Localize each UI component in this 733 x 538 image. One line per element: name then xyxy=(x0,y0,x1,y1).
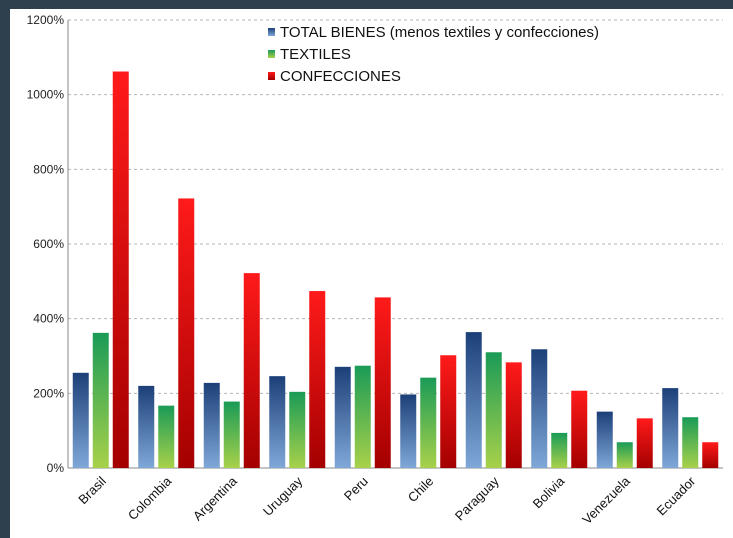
bar-confecciones-chile xyxy=(440,355,457,468)
bar-confecciones-bolivia xyxy=(571,390,588,468)
bar-textiles-colombia xyxy=(158,405,175,468)
bar-textiles-venezuela xyxy=(616,442,633,468)
bar-confecciones-venezuela xyxy=(636,418,653,468)
bar-confecciones-argentina xyxy=(243,273,260,468)
bar-textiles-bolivia xyxy=(551,432,568,468)
bar-textiles-paraguay xyxy=(485,352,502,468)
bar-total-peru xyxy=(334,366,351,468)
bar-textiles-ecuador xyxy=(682,417,699,468)
bar-chart: 0% 200% 400% 600% 800% 1000% 1200% Brasil Colomb… xyxy=(27,13,723,527)
bar-total-brasil xyxy=(72,372,89,468)
legend-label: TOTAL BIENES (menos textiles y confeccio… xyxy=(280,24,599,41)
chart-panel: 0% 200% 400% 600% 800% 1000% 1200% Brasil Colomb… xyxy=(10,9,733,538)
x-tick-label: Ecuador xyxy=(654,473,699,518)
x-tick-label: Brasil xyxy=(75,473,109,507)
y-tick-label: 0% xyxy=(47,461,65,475)
legend-swatch xyxy=(268,28,275,36)
bar-textiles-chile xyxy=(420,377,437,468)
bar-confecciones-peru xyxy=(374,297,391,468)
bar-confecciones-brasil xyxy=(112,71,129,468)
bar-confecciones-ecuador xyxy=(702,442,719,468)
y-tick-label: 600% xyxy=(33,237,64,251)
y-tick-label: 1000% xyxy=(27,88,65,102)
y-tick-label: 1200% xyxy=(27,13,65,27)
x-tick-label: Argentina xyxy=(190,473,241,524)
bars xyxy=(72,71,719,468)
bar-total-paraguay xyxy=(465,332,482,468)
y-tick-label: 800% xyxy=(33,162,64,176)
bar-textiles-argentina xyxy=(223,401,240,468)
x-tick-label: Chile xyxy=(405,474,437,506)
bar-total-argentina xyxy=(203,382,220,468)
bar-confecciones-colombia xyxy=(178,198,195,468)
bar-total-ecuador xyxy=(662,388,679,468)
bar-textiles-uruguay xyxy=(289,391,306,468)
x-tick-label: Colombia xyxy=(125,473,175,523)
legend-label: TEXTILES xyxy=(280,46,351,63)
x-tick-label: Venezuela xyxy=(579,473,633,527)
bar-total-colombia xyxy=(138,385,155,468)
bar-confecciones-paraguay xyxy=(505,362,522,468)
bar-total-chile xyxy=(400,394,417,468)
x-tick-label: Bolivia xyxy=(530,473,568,511)
bar-total-bolivia xyxy=(531,349,548,468)
x-tick-label: Paraguay xyxy=(452,473,502,523)
bar-confecciones-uruguay xyxy=(309,291,326,468)
x-tick-label: Uruguay xyxy=(260,473,306,519)
bar-textiles-peru xyxy=(354,365,371,468)
bar-textiles-brasil xyxy=(92,332,109,468)
legend-swatch xyxy=(268,72,275,80)
y-tick-label: 200% xyxy=(33,386,64,400)
bar-total-uruguay xyxy=(269,376,286,468)
x-tick-label: Peru xyxy=(341,474,371,504)
legend-swatch xyxy=(268,50,275,58)
bar-total-venezuela xyxy=(596,411,613,468)
axes xyxy=(67,20,723,469)
gridlines xyxy=(68,19,723,394)
legend: TOTAL BIENES (menos textiles y confeccio… xyxy=(268,24,599,85)
y-tick-label: 400% xyxy=(33,312,64,326)
legend-label: CONFECCIONES xyxy=(280,68,401,85)
